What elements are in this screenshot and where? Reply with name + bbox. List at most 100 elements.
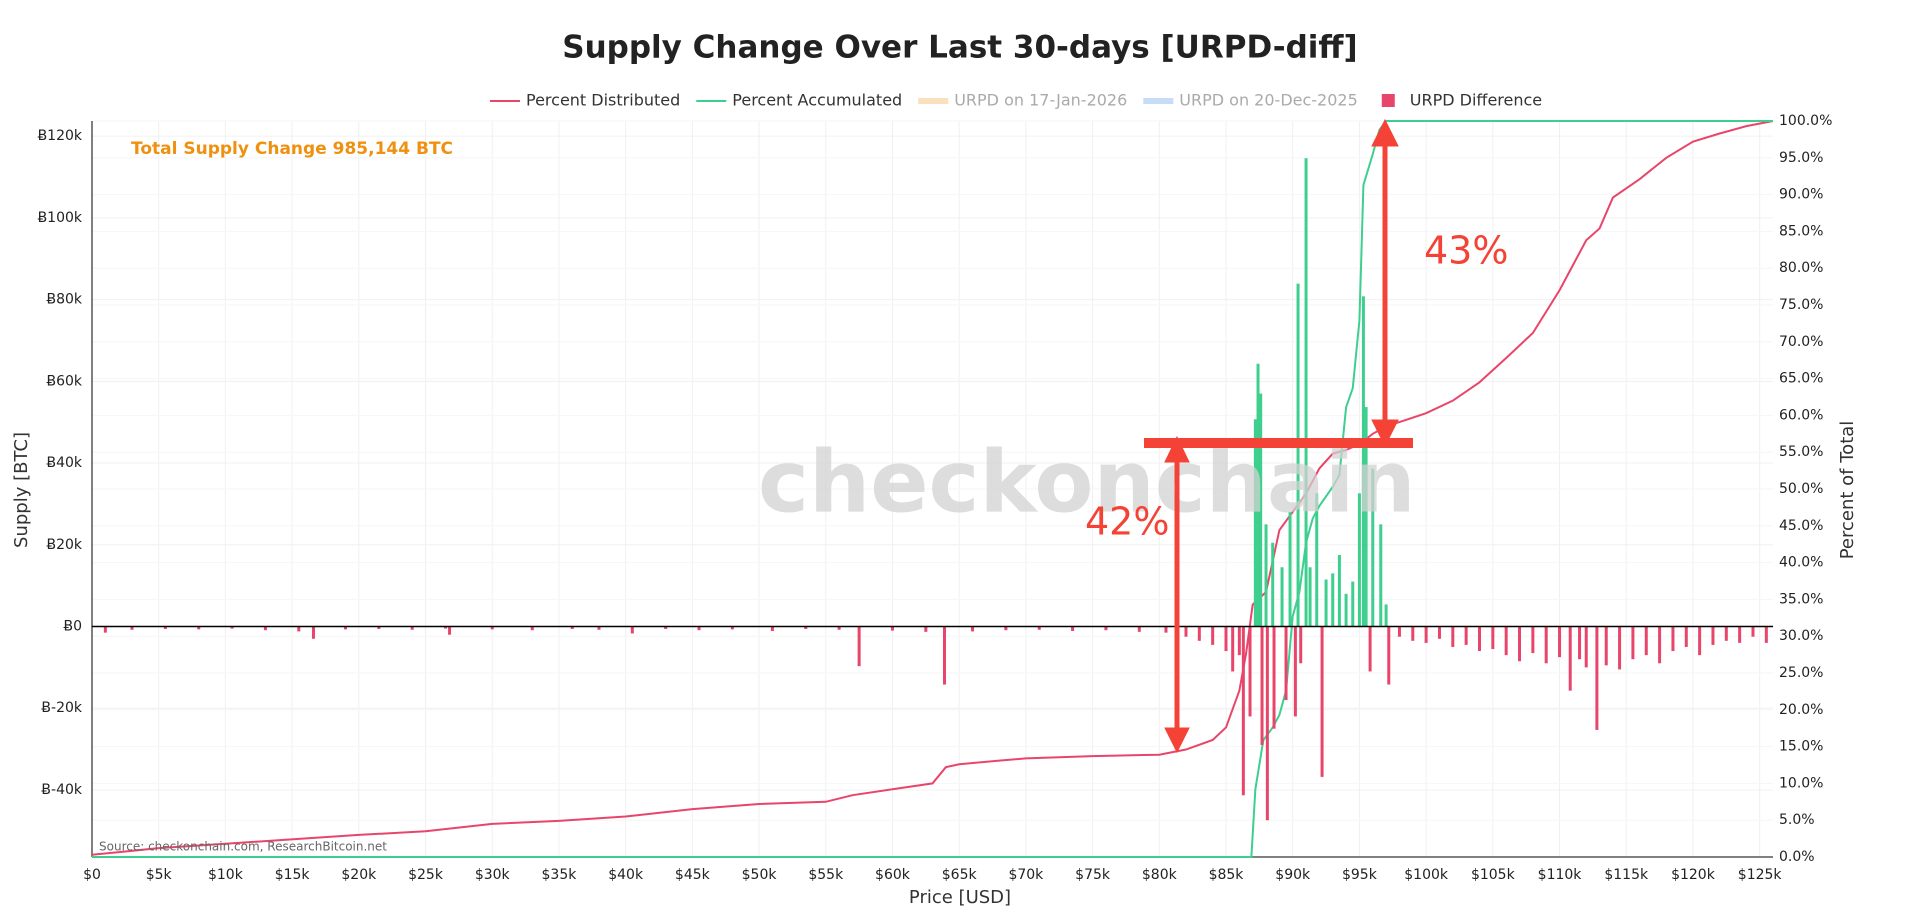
y2-tick-label: 95.0%: [1779, 150, 1823, 166]
bar: [1361, 296, 1365, 627]
bar: [1477, 626, 1481, 652]
x-tick-label: $40k: [608, 867, 644, 883]
y-axis-label: Supply [BTC]: [11, 432, 32, 548]
y2-tick-label: 90.0%: [1779, 187, 1823, 203]
bar: [804, 626, 808, 629]
bar: [1104, 626, 1108, 631]
bar: [311, 626, 315, 639]
bar: [448, 626, 452, 635]
x-tick-label: $30k: [475, 867, 511, 883]
bar: [1544, 626, 1548, 664]
x-tick-label: $120k: [1671, 867, 1716, 883]
bar: [1724, 626, 1728, 641]
bar: [1568, 626, 1572, 691]
x-tick-label: $60k: [875, 867, 911, 883]
bar: [1504, 626, 1508, 656]
bar: [297, 626, 301, 632]
bar: [971, 626, 975, 632]
bar: [1284, 626, 1288, 701]
x-tick-label: $105k: [1471, 867, 1516, 883]
bar: [163, 626, 167, 629]
y-tick-label: Ƀ20k: [46, 537, 82, 553]
x-tick-label: $25k: [408, 867, 444, 883]
bar: [630, 626, 634, 634]
x-tick-label: $15k: [275, 867, 311, 883]
watermark: checkonchain: [758, 432, 1416, 532]
y2-tick-label: 70.0%: [1779, 334, 1823, 350]
x-tick-label: $85k: [1209, 867, 1245, 883]
y2-tick-label: 5.0%: [1779, 812, 1815, 828]
bar: [444, 626, 448, 629]
legend-swatch: [1381, 94, 1395, 107]
y2-tick-label: 50.0%: [1779, 481, 1823, 497]
bar: [1304, 158, 1308, 627]
bar: [697, 626, 701, 631]
y-tick-label: Ƀ0: [63, 619, 82, 635]
bar: [890, 626, 894, 631]
x-tick-label: $45k: [675, 867, 711, 883]
x-tick-label: $5k: [146, 867, 173, 883]
annotation: 42%: [1085, 500, 1169, 544]
legend-label: URPD Difference: [1410, 91, 1542, 110]
bar: [1271, 542, 1275, 627]
bar: [597, 626, 601, 630]
bar: [1071, 626, 1075, 632]
bar: [1237, 626, 1241, 656]
arrow-head: [1164, 435, 1190, 463]
bar: [1364, 407, 1368, 627]
bar: [1738, 626, 1742, 643]
bar: [1296, 283, 1300, 627]
bar: [1451, 626, 1455, 647]
bar: [1253, 419, 1257, 627]
bar: [1631, 626, 1635, 660]
y-tick-label: Ƀ-40k: [41, 782, 82, 798]
bar: [1299, 626, 1303, 664]
bar: [1371, 468, 1375, 627]
bar: [377, 626, 381, 629]
arrow-head: [1371, 419, 1399, 448]
bar: [1411, 626, 1415, 641]
x-tick-label: $65k: [942, 867, 978, 883]
y2-tick-label: 0.0%: [1779, 849, 1815, 865]
y-tick-label: Ƀ120k: [38, 128, 83, 144]
x-axis-label: Price [USD]: [909, 887, 1011, 908]
bar: [103, 626, 107, 633]
bar: [1491, 626, 1495, 649]
bar: [1387, 626, 1391, 685]
x-tick-label: $10k: [208, 867, 244, 883]
bar: [1337, 554, 1341, 627]
bar: [1344, 593, 1348, 627]
bar: [1764, 626, 1768, 643]
bar: [1224, 626, 1228, 652]
x-tick-label: $55k: [808, 867, 844, 883]
bar: [1164, 626, 1168, 633]
y2-tick-label: 35.0%: [1779, 591, 1823, 607]
bar: [1272, 626, 1276, 729]
bar: [1331, 573, 1335, 627]
x-tick-label: $35k: [542, 867, 578, 883]
legend-label: URPD on 17-Jan-2026: [954, 91, 1127, 110]
legend-label: URPD on 20-Dec-2025: [1179, 91, 1357, 110]
x-tick-label: $95k: [1342, 867, 1378, 883]
bar: [770, 626, 774, 632]
bar: [1320, 626, 1324, 777]
legend-label: Percent Distributed: [526, 91, 680, 110]
x-tick-label: $50k: [742, 867, 778, 883]
legend-label: Percent Accumulated: [732, 91, 902, 110]
source: Source: checkonchain.com, ResearchBitcoi…: [99, 840, 387, 854]
bar: [664, 626, 668, 629]
bar: [1351, 581, 1355, 627]
bar: [1184, 626, 1188, 637]
y2-tick-label: 30.0%: [1779, 628, 1823, 644]
y2-tick-label: 100.0%: [1779, 113, 1832, 129]
bar: [1578, 626, 1582, 660]
y2-tick-label: 20.0%: [1779, 702, 1823, 718]
bar: [1644, 626, 1648, 656]
bar: [1357, 493, 1361, 627]
bar: [1280, 567, 1284, 627]
y2-tick-label: 45.0%: [1779, 518, 1823, 534]
bar: [1004, 626, 1008, 631]
bar: [1684, 626, 1688, 647]
y-tick-label: Ƀ60k: [46, 373, 82, 389]
bar: [1595, 626, 1599, 730]
